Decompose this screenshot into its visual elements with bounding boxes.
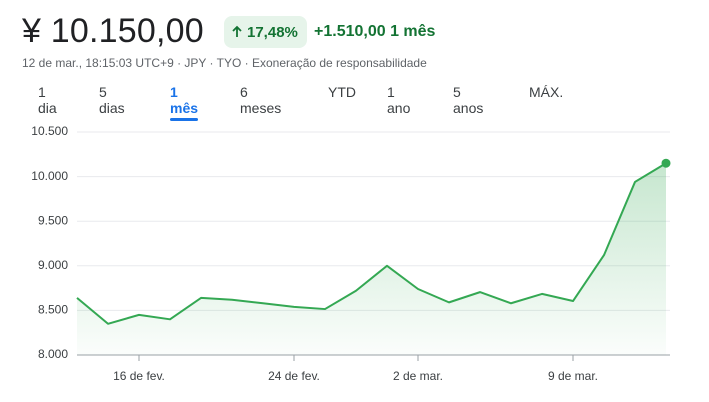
up-arrow xyxy=(232,25,242,37)
x-tick-label: 16 de fev. xyxy=(113,369,165,383)
change-percent: 17,48% xyxy=(247,23,298,41)
y-tick-label: 10.000 xyxy=(31,169,68,183)
range-tab[interactable]: 5 anos xyxy=(453,84,484,116)
change-period: 1 mês xyxy=(390,23,436,40)
range-tab[interactable]: 1 mês xyxy=(170,84,199,121)
x-tick-label: 2 de mar. xyxy=(393,369,443,383)
y-tick-label: 10.500 xyxy=(31,124,68,138)
change-absolute: +1.510,00 xyxy=(314,23,386,40)
change: +1.510,00 1 mês xyxy=(314,23,435,41)
range-tab[interactable]: 1 ano xyxy=(387,84,411,116)
range-tab[interactable]: MÁX. xyxy=(529,84,564,100)
area xyxy=(77,163,666,355)
change-badge: 17,48% xyxy=(224,16,307,48)
x-tick-label: 24 de fev. xyxy=(268,369,320,383)
y-tick-label: 8.000 xyxy=(38,347,68,361)
y-tick-label: 9.000 xyxy=(38,258,68,272)
price-line xyxy=(76,162,667,325)
range-tab[interactable]: YTD xyxy=(328,84,356,100)
range-tab[interactable]: 1 dia xyxy=(38,84,57,116)
info-line: 12 de mar., 18:15:03 UTC+9 · JPY · TYO ·… xyxy=(22,56,427,70)
price: ¥ 10.150,00 xyxy=(22,12,204,50)
y-tick-label: 8.500 xyxy=(38,303,68,317)
range-tab[interactable]: 5 dias xyxy=(99,84,125,116)
range-tab[interactable]: 6 meses xyxy=(240,84,282,116)
y-tick-label: 9.500 xyxy=(38,213,68,227)
last-point xyxy=(661,158,671,168)
x-tick-label: 9 de mar. xyxy=(548,369,598,383)
